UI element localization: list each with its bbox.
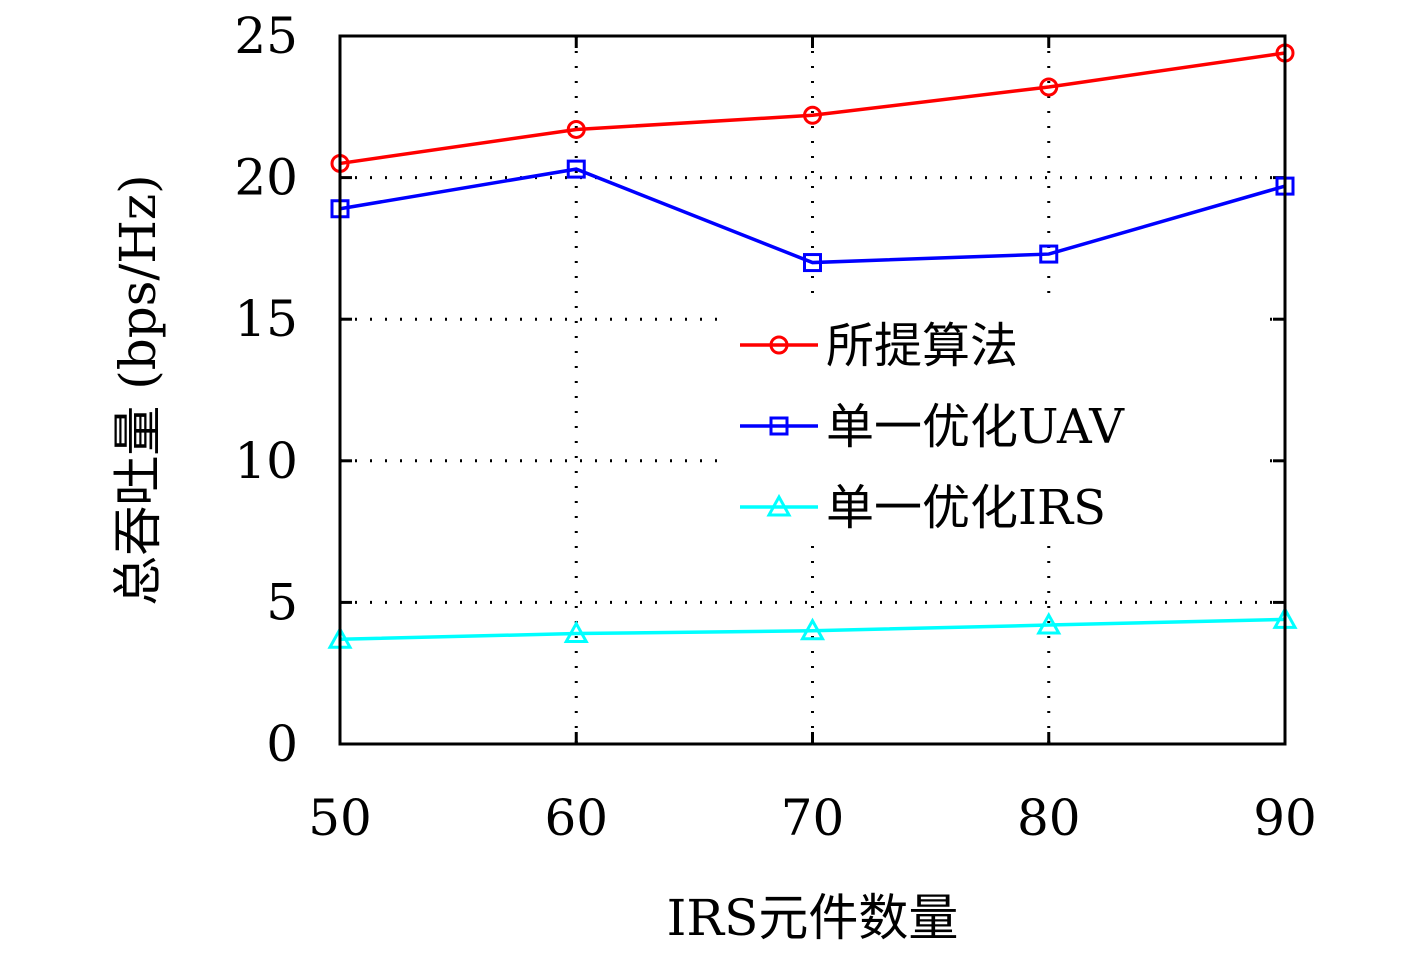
y-tick-label: 0	[266, 715, 298, 773]
series-line	[339, 617, 1286, 641]
y-tick-label: 10	[234, 432, 298, 490]
y-tick-label: 25	[234, 7, 298, 65]
legend-marker	[769, 335, 789, 355]
y-axis-ticks: 0 5 10 15 20 25	[234, 7, 1285, 773]
x-tick-label: 50	[308, 789, 372, 847]
legend-item: 单一优化IRS	[740, 480, 1106, 536]
x-tick-label: 60	[544, 789, 608, 847]
data-point	[803, 253, 822, 273]
plot-frame	[338, 34, 1287, 746]
y-tick-label: 5	[266, 573, 298, 631]
x-tick-label: 70	[781, 789, 845, 847]
legend-marker	[766, 493, 792, 517]
data-point	[799, 617, 826, 641]
legend-label: 单一优化UAV	[826, 399, 1125, 455]
legend-label: 单一优化IRS	[826, 480, 1106, 536]
series-group	[330, 43, 1295, 173]
x-tick-label: 80	[1017, 789, 1081, 847]
y-tick-label: 20	[234, 149, 298, 207]
data-point	[563, 620, 589, 644]
y-axis-title: 总吞吐量 (bps/Hz)	[109, 174, 167, 605]
data-point	[566, 119, 586, 139]
y-tick-label: 15	[234, 290, 298, 348]
x-axis-ticks: 50 60 70 80 90	[308, 36, 1317, 847]
data-point	[1036, 611, 1062, 635]
legend-item: 所提算法	[740, 318, 1018, 374]
legend-item: 单一优化UAV	[740, 399, 1125, 455]
data-point	[803, 105, 822, 125]
series-group	[327, 606, 1298, 649]
series-line	[339, 51, 1286, 166]
data-point	[1039, 77, 1059, 97]
series-line	[339, 167, 1286, 265]
x-tick-label: 90	[1253, 789, 1317, 847]
data-point	[1039, 244, 1059, 264]
x-axis-title: IRS元件数量	[667, 889, 959, 947]
legend-label: 所提算法	[826, 318, 1018, 374]
legend-marker	[769, 416, 789, 436]
data-point	[566, 159, 586, 179]
